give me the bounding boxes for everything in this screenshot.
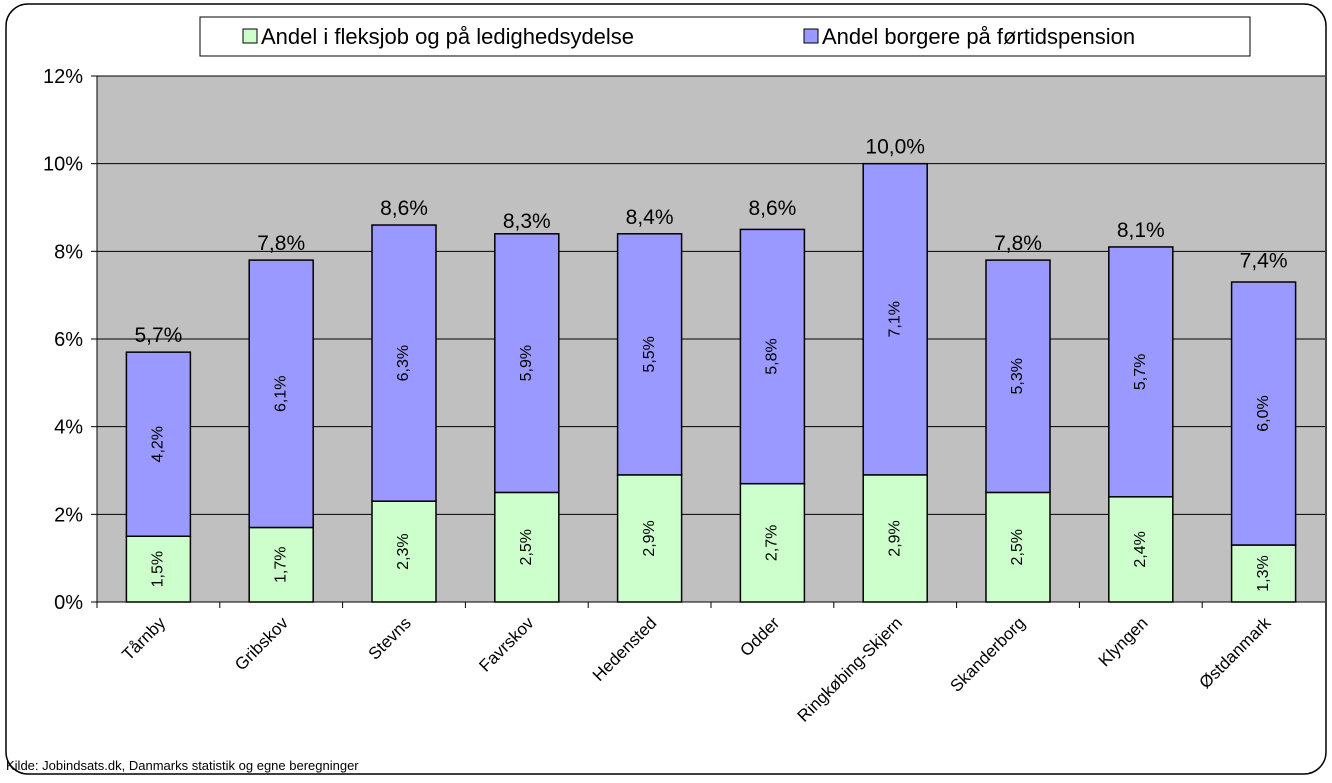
bar-segment <box>985 491 1051 603</box>
total-label: 8,3% <box>503 210 551 233</box>
y-tick-label: 8% <box>54 241 83 263</box>
source-note: Kilde: Jobindsats.dk, Danmarks statistik… <box>6 758 359 773</box>
bar-segment <box>862 474 928 603</box>
bar-segment <box>248 526 314 603</box>
y-tick-label: 10% <box>43 154 83 176</box>
segment-label: 5,5% <box>641 336 658 372</box>
segment-label: 2,5% <box>518 529 535 565</box>
legend-label: Andel i fleksjob og på ledighedsydelse <box>261 24 634 49</box>
segment-label: 5,9% <box>518 345 535 381</box>
segment-label: 2,4% <box>1132 531 1149 567</box>
segment-label: 1,3% <box>1255 555 1272 591</box>
bar-segment <box>616 474 683 603</box>
bar-segment <box>494 233 560 494</box>
segment-label: 6,1% <box>272 376 289 412</box>
y-tick-label: 6% <box>54 329 83 351</box>
segment-label: 4,2% <box>150 426 167 462</box>
segment-label: 1,5% <box>150 551 167 587</box>
total-label: 7,8% <box>257 232 305 255</box>
total-label: 8,6% <box>748 197 796 220</box>
y-tick-label: 2% <box>54 504 83 526</box>
segment-label: 2,9% <box>886 520 903 556</box>
bar-segment <box>1230 281 1297 546</box>
bar-segment <box>616 233 683 476</box>
segment-label: 2,5% <box>1009 529 1026 565</box>
segment-label: 1,7% <box>272 547 289 583</box>
bar-segment <box>862 162 928 476</box>
segment-label: 2,3% <box>395 533 412 569</box>
y-tick-label: 12% <box>43 66 83 88</box>
legend-swatch <box>242 28 258 44</box>
segment-label: 6,0% <box>1255 395 1272 431</box>
total-label: 8,4% <box>626 206 674 229</box>
bar-segment <box>248 259 314 529</box>
total-label: 10,0% <box>865 136 925 159</box>
total-label: 5,7% <box>134 324 182 347</box>
segment-label: 5,3% <box>1009 358 1026 394</box>
segment-label: 2,7% <box>764 525 781 561</box>
segment-label: 6,3% <box>395 345 412 381</box>
bar-segment <box>1108 246 1174 498</box>
total-label: 8,6% <box>380 197 428 220</box>
bar-segment <box>739 228 806 485</box>
segment-label: 2,9% <box>641 520 658 556</box>
total-label: 8,1% <box>1117 219 1165 242</box>
legend <box>199 16 1251 57</box>
segment-label: 7,1% <box>886 301 903 337</box>
total-label: 7,8% <box>994 232 1042 255</box>
y-tick-label: 0% <box>54 592 83 614</box>
y-tick-label: 4% <box>54 417 83 439</box>
legend-swatch <box>803 28 819 44</box>
bar-segment <box>371 500 437 603</box>
segment-label: 5,7% <box>1132 354 1149 390</box>
segment-label: 5,8% <box>764 338 781 374</box>
bar-segment <box>985 259 1051 494</box>
bar-segment <box>125 351 192 537</box>
bar-segment <box>371 224 437 502</box>
total-label: 7,4% <box>1240 250 1288 273</box>
legend-label: Andel borgere på førtidspension <box>822 24 1135 49</box>
bar-segment <box>1230 544 1297 603</box>
